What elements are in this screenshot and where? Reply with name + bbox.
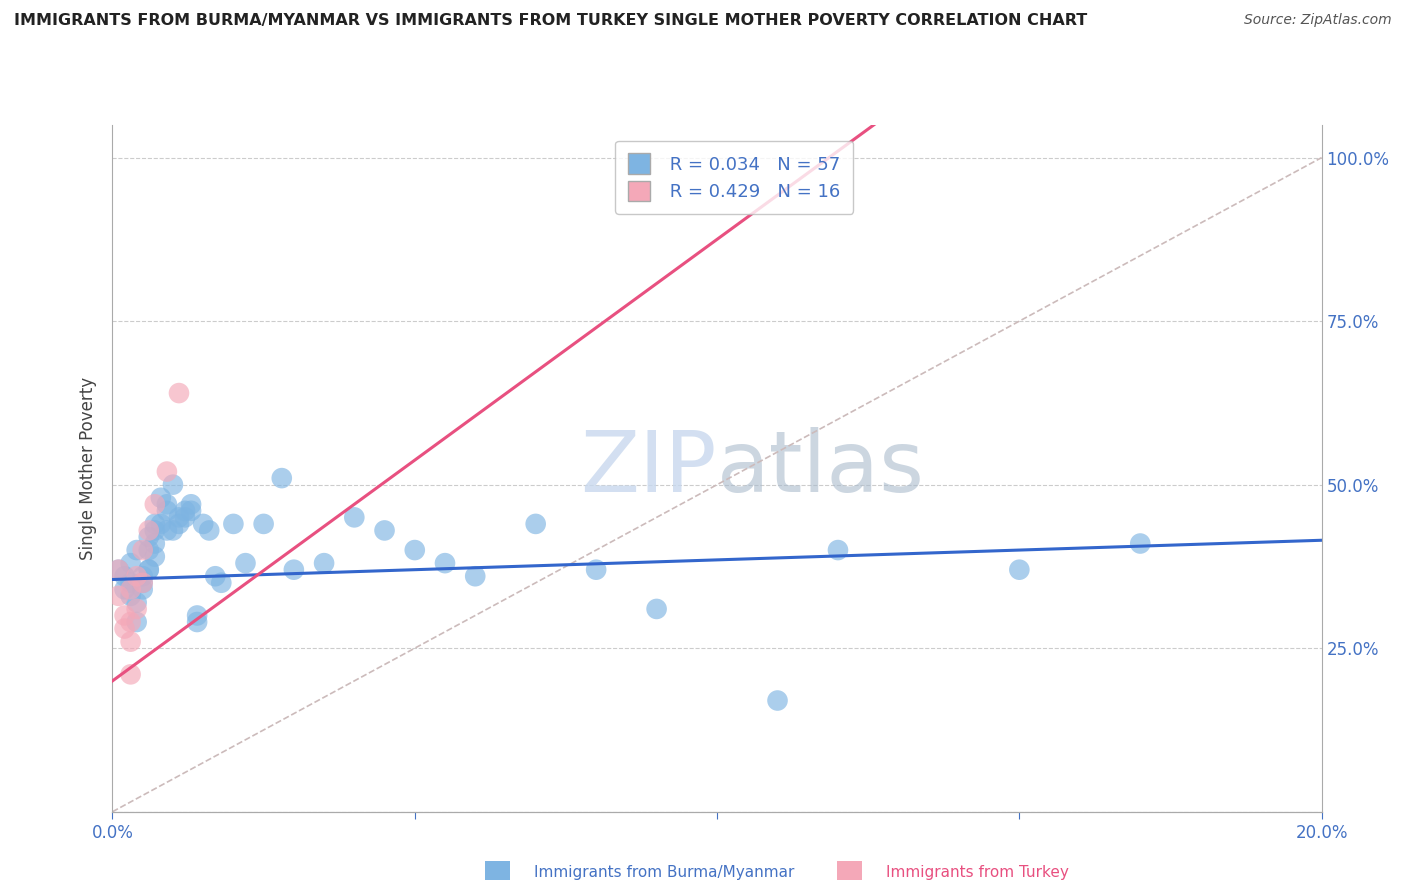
Point bbox=[143, 536, 166, 550]
Point bbox=[156, 504, 179, 518]
Point bbox=[253, 516, 276, 531]
Point bbox=[107, 563, 129, 577]
Point bbox=[209, 575, 232, 590]
Point bbox=[827, 543, 849, 558]
Point bbox=[167, 510, 190, 524]
Point bbox=[464, 569, 486, 583]
Point bbox=[138, 563, 160, 577]
Point bbox=[167, 516, 190, 531]
Point bbox=[138, 563, 160, 577]
Point bbox=[585, 563, 607, 577]
Point bbox=[191, 516, 214, 531]
Text: ZIP: ZIP bbox=[581, 426, 717, 510]
Point bbox=[107, 589, 129, 603]
Point bbox=[125, 543, 148, 558]
Point bbox=[270, 471, 292, 485]
Y-axis label: Single Mother Poverty: Single Mother Poverty bbox=[79, 376, 97, 560]
Point bbox=[374, 524, 396, 538]
Point bbox=[125, 615, 148, 629]
Text: Immigrants from Turkey: Immigrants from Turkey bbox=[886, 865, 1069, 880]
Point bbox=[162, 477, 184, 491]
Text: IMMIGRANTS FROM BURMA/MYANMAR VS IMMIGRANTS FROM TURKEY SINGLE MOTHER POVERTY CO: IMMIGRANTS FROM BURMA/MYANMAR VS IMMIGRA… bbox=[14, 13, 1087, 29]
Point bbox=[222, 516, 245, 531]
Point bbox=[138, 530, 160, 544]
Point bbox=[120, 575, 142, 590]
Point bbox=[1008, 563, 1031, 577]
Point bbox=[143, 524, 166, 538]
Point bbox=[174, 510, 197, 524]
Point bbox=[1129, 536, 1152, 550]
Point bbox=[114, 569, 136, 583]
Point bbox=[186, 608, 208, 623]
Point bbox=[156, 465, 179, 479]
Point bbox=[114, 622, 136, 636]
Point bbox=[125, 569, 148, 583]
Text: atlas: atlas bbox=[717, 426, 925, 510]
Point bbox=[107, 563, 129, 577]
Point bbox=[120, 615, 142, 629]
Point bbox=[524, 516, 547, 531]
Point bbox=[138, 524, 160, 538]
Point bbox=[162, 524, 184, 538]
Point bbox=[283, 563, 305, 577]
Point bbox=[120, 589, 142, 603]
Point bbox=[132, 543, 155, 558]
Point bbox=[120, 667, 142, 681]
Point bbox=[180, 504, 202, 518]
Point bbox=[156, 497, 179, 511]
Point bbox=[149, 516, 172, 531]
Legend:  R = 0.034   N = 57,  R = 0.429   N = 16: R = 0.034 N = 57, R = 0.429 N = 16 bbox=[616, 141, 853, 214]
Point bbox=[149, 491, 172, 505]
Point bbox=[204, 569, 226, 583]
Point bbox=[404, 543, 426, 558]
Point bbox=[114, 608, 136, 623]
Point bbox=[766, 693, 789, 707]
Point bbox=[125, 595, 148, 609]
Point bbox=[138, 543, 160, 558]
Point bbox=[167, 386, 190, 401]
Point bbox=[433, 556, 456, 570]
Point bbox=[125, 602, 148, 616]
Point bbox=[343, 510, 366, 524]
Point bbox=[120, 556, 142, 570]
Point bbox=[156, 524, 179, 538]
Point bbox=[186, 615, 208, 629]
Point bbox=[198, 524, 221, 538]
Point bbox=[645, 602, 668, 616]
Point bbox=[235, 556, 257, 570]
Point bbox=[143, 516, 166, 531]
Point bbox=[143, 549, 166, 564]
Text: Immigrants from Burma/Myanmar: Immigrants from Burma/Myanmar bbox=[534, 865, 794, 880]
Text: Source: ZipAtlas.com: Source: ZipAtlas.com bbox=[1244, 13, 1392, 28]
Point bbox=[174, 504, 197, 518]
Point bbox=[132, 575, 155, 590]
Point bbox=[180, 497, 202, 511]
Point bbox=[120, 634, 142, 648]
Point bbox=[143, 497, 166, 511]
Point bbox=[114, 582, 136, 597]
Point bbox=[132, 582, 155, 597]
Point bbox=[314, 556, 336, 570]
Point bbox=[132, 569, 155, 583]
Point bbox=[120, 582, 142, 597]
Point bbox=[132, 575, 155, 590]
